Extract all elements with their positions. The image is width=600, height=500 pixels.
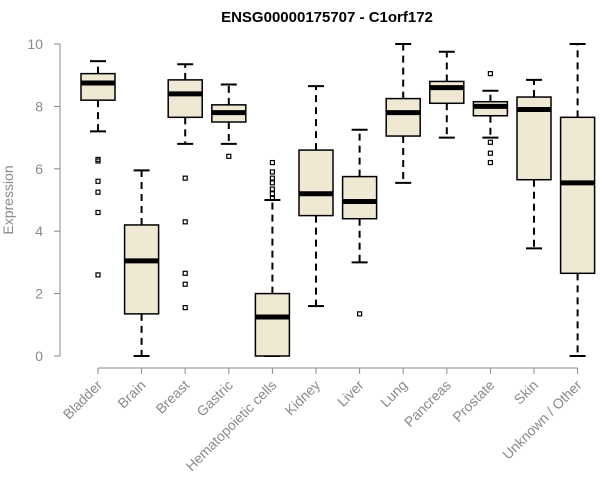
y-tick-label: 0 (35, 348, 43, 364)
box-brain (123, 169, 160, 357)
y-tick-label: 6 (35, 161, 43, 177)
outlier-point (182, 219, 188, 225)
outlier-point (95, 178, 101, 184)
outlier-point (95, 158, 101, 164)
x-tick-label: Lung (377, 377, 410, 410)
chart-title: ENSG00000175707 - C1orf172 (221, 9, 433, 26)
outlier-point (269, 191, 275, 197)
box-unknown-other (559, 43, 596, 357)
box-pancreas (429, 50, 465, 139)
box-bladder (80, 60, 116, 278)
outlier-point (182, 270, 188, 276)
box-iqr (298, 149, 334, 217)
outlier-point (269, 195, 275, 202)
outlier-point (487, 71, 493, 77)
x-tick-label: Kidney (282, 377, 324, 419)
box-iqr (123, 224, 160, 315)
box-iqr (341, 175, 378, 220)
box-skin (516, 78, 552, 250)
outlier-point (182, 305, 188, 311)
outlier-point (269, 180, 275, 186)
outlier-point (269, 169, 275, 175)
y-axis: 0 2 4 6 8 10 (27, 36, 61, 364)
box-iqr (80, 72, 116, 101)
y-tick-label: 10 (27, 36, 43, 52)
outlier-point (95, 209, 101, 216)
box-prostate (472, 71, 509, 166)
outlier-point (487, 150, 493, 156)
outlier-point (269, 186, 275, 192)
y-axis-label: Expression (0, 165, 16, 234)
x-tick-label: Unknown / Other (499, 377, 585, 463)
box-lung (385, 43, 421, 184)
box-iqr (167, 79, 203, 119)
box-iqr (385, 97, 421, 137)
outlier-point (182, 281, 188, 287)
x-tick-label: Prostate (449, 377, 497, 425)
y-tick-label: 4 (35, 223, 43, 239)
outlier-point (269, 175, 275, 181)
box-kidney (298, 85, 334, 308)
outlier-point (226, 153, 232, 159)
x-tick-label: Bladder (60, 377, 106, 423)
x-tick-label: Liver (334, 377, 367, 410)
outlier-point (357, 311, 363, 317)
outlier-point (269, 159, 275, 166)
y-tick-label: 8 (35, 98, 43, 114)
box-gastric (211, 83, 247, 159)
box-iqr (429, 80, 465, 105)
x-tick-label: Skin (511, 377, 542, 408)
boxes-group (80, 43, 596, 357)
box-iqr (254, 292, 291, 357)
outlier-point (487, 159, 493, 166)
x-tick-label: Gastric (193, 377, 236, 420)
box-liver (341, 128, 378, 317)
x-tick-label: Brain (114, 377, 148, 411)
box-iqr (559, 116, 596, 275)
x-tick-label: Breast (152, 377, 192, 417)
outlier-point (487, 139, 493, 145)
box-hematopoietic-cells (254, 159, 291, 357)
x-tick-label: Pancreas (401, 377, 454, 430)
outlier-point (182, 175, 188, 181)
outlier-point (95, 272, 101, 278)
box-breast (167, 63, 203, 311)
outlier-point (95, 189, 101, 195)
y-tick-label: 2 (35, 286, 43, 302)
